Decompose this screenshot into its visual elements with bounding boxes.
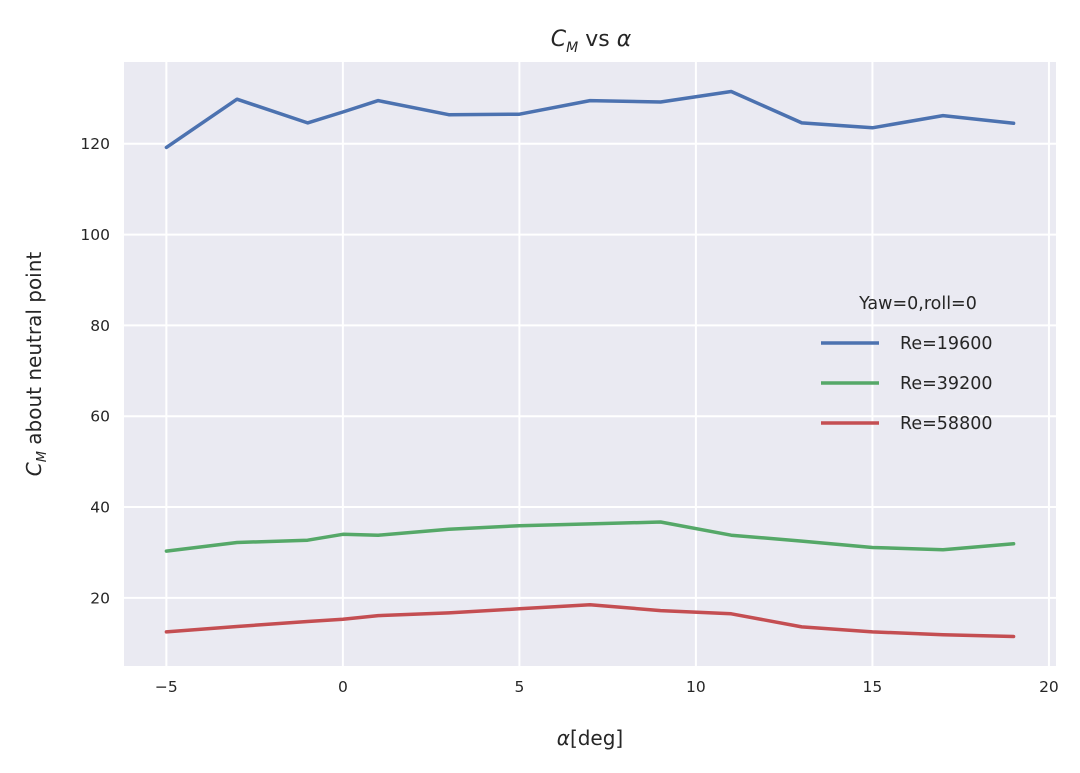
x-tick-label: 5 (514, 678, 524, 696)
chart-title: CM vs α (551, 27, 632, 56)
grid (124, 62, 1056, 666)
y-tick-label: 20 (90, 589, 110, 607)
x-tick-labels: −5 0 5 10 15 20 (155, 678, 1059, 696)
y-tick-label: 40 (90, 499, 110, 517)
legend-title: Yaw=0,roll=0 (858, 294, 977, 314)
y-tick-label: 100 (80, 226, 110, 244)
legend-label-3: Re=58800 (900, 414, 992, 434)
series-lines (164, 89, 1016, 639)
y-axis-label: CM about neutral point (22, 252, 50, 477)
x-tick-label: 20 (1039, 678, 1059, 696)
x-tick-label: 10 (686, 678, 706, 696)
x-tick-label: 15 (863, 678, 883, 696)
series-line-2 (164, 520, 1016, 553)
x-tick-label: −5 (155, 678, 178, 696)
legend: Yaw=0,roll=0 Re=19600 Re=39200 Re=58800 (821, 294, 992, 434)
y-tick-labels: 20 40 60 80 100 120 (80, 135, 110, 607)
series-line-1 (164, 89, 1016, 150)
y-tick-label: 60 (90, 408, 110, 426)
plot-background (124, 62, 1056, 666)
x-tick-label: 0 (338, 678, 348, 696)
legend-label-1: Re=19600 (900, 334, 992, 354)
y-tick-label: 80 (90, 317, 110, 335)
x-axis-label: α[deg] (557, 726, 624, 750)
y-tick-label: 120 (80, 135, 110, 153)
legend-label-2: Re=39200 (900, 374, 992, 394)
series-line-3 (164, 602, 1016, 639)
